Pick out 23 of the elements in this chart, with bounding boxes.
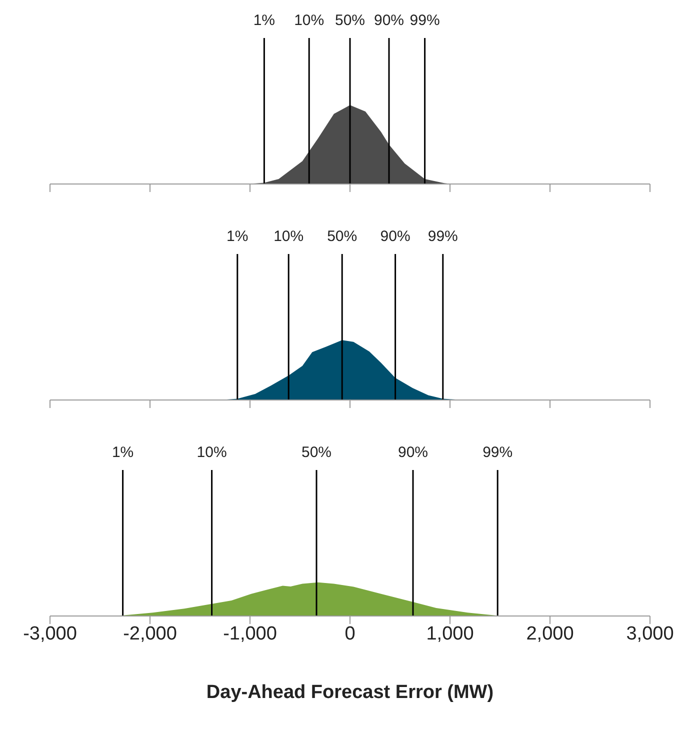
text: 1%	[112, 444, 134, 461]
text: 1%	[226, 228, 248, 245]
text: 90%	[374, 12, 404, 29]
text: 10%	[274, 228, 304, 245]
text: 90%	[380, 228, 410, 245]
x-tick-label: 3,000	[626, 623, 674, 644]
text: 10%	[196, 444, 227, 461]
x-tick-label: 1,000	[426, 623, 474, 644]
text: 50%	[327, 228, 358, 245]
text: 50%	[334, 12, 366, 29]
x-tick-label: 0	[344, 623, 356, 644]
text: 10%	[294, 12, 324, 29]
x-tick-label: -2,000	[123, 623, 177, 644]
x-tick-label: -1,000	[223, 623, 277, 644]
x-tick-label: 2,000	[526, 623, 574, 644]
text: 99%	[482, 444, 513, 461]
x-tick-label: -3,000	[23, 623, 77, 644]
x-axis-title: Day-Ahead Forecast Error (MW)	[206, 682, 494, 703]
text: 99%	[410, 12, 440, 29]
text: 90%	[398, 444, 428, 461]
text: 50%	[301, 444, 332, 461]
text: 99%	[428, 228, 458, 245]
text: 1%	[253, 12, 276, 29]
